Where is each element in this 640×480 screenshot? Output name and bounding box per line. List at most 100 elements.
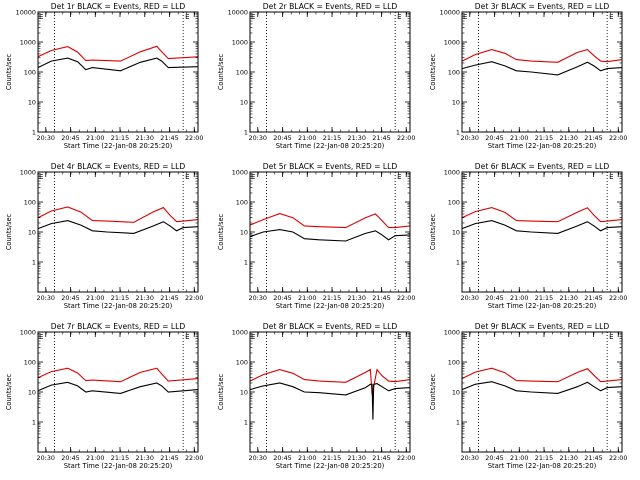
plot-title: Det 3r BLACK = Events, RED = LLD [475,2,610,11]
events-series-line [249,229,411,242]
x-tick-label: 21:30 [560,454,578,462]
y-tick-label: 10 [28,388,36,396]
marker-label: E [251,333,255,341]
y-tick-label: 1 [244,418,248,426]
x-tick-label: 20:45 [61,454,79,462]
x-axis-label: Start Time (22-Jan-08 20:25:20) [64,302,173,310]
y-tick-label: 1000 [20,328,36,336]
events-series-line [461,381,623,394]
lld-series-line [37,45,199,62]
y-tick-label: 100 [236,358,248,366]
x-tick-label: 21:30 [560,134,578,142]
marker-label: E [609,173,613,181]
x-axis-label: Start Time (22-Jan-08 20:25:20) [488,142,597,150]
x-tick-label: 21:00 [86,454,104,462]
plot-title: Det 4r BLACK = Events, RED = LLD [51,162,186,171]
plot-frame [249,331,411,453]
plot-panel-6: Det 6r BLACK = Events, RED = LLDEE100010… [429,162,627,310]
marker-label: E [397,13,401,21]
plot-title: Det 2r BLACK = Events, RED = LLD [263,2,398,11]
x-tick-label: 21:15 [535,294,553,302]
lld-series-line [249,368,411,396]
plot-panel-2: Det 2r BLACK = Events, RED = LLDEE100001… [217,2,415,150]
marker-label: E [251,13,255,21]
marker-label: E [39,333,43,341]
y-tick-label: 10000 [440,8,460,16]
y-tick-label: 10000 [16,8,36,16]
plot-frame [37,11,199,133]
x-tick-label: 20:30 [37,294,55,302]
y-tick-label: 1 [32,258,36,266]
x-tick-label: 20:45 [485,454,503,462]
y-tick-label: 100 [236,68,248,76]
y-tick-label: 1 [456,128,460,136]
y-tick-label: 100 [448,358,460,366]
x-tick-label: 20:30 [461,454,479,462]
marker-label: E [39,13,43,21]
y-tick-label: 1000 [444,168,460,176]
y-tick-label: 100 [24,198,36,206]
x-tick-label: 21:00 [298,134,316,142]
y-axis-label: Counts/sec [5,53,13,90]
plot-panel-3: Det 3r BLACK = Events, RED = LLDEE100001… [429,2,627,150]
plot-frame [37,171,199,293]
y-tick-label: 1 [244,128,248,136]
x-tick-label: 21:15 [111,294,129,302]
x-tick-label: 21:45 [584,454,602,462]
x-tick-label: 21:30 [560,294,578,302]
y-tick-label: 100 [24,68,36,76]
x-tick-label: 21:15 [323,134,341,142]
y-axis-label: Counts/sec [217,213,225,250]
x-tick-label: 21:00 [86,294,104,302]
y-tick-label: 10 [240,228,248,236]
y-tick-label: 1 [244,258,248,266]
x-tick-label: 21:45 [372,294,390,302]
events-series-line [37,220,199,234]
x-axis-label: Start Time (22-Jan-08 20:25:20) [276,302,385,310]
y-tick-label: 100 [448,68,460,76]
plot-panel-5: Det 5r BLACK = Events, RED = LLDEE100010… [217,162,415,310]
y-tick-label: 10 [28,98,36,106]
plot-frame [249,171,411,293]
y-axis-label: Counts/sec [217,53,225,90]
x-tick-label: 21:00 [510,294,528,302]
events-series-line [249,382,411,420]
events-series-line [37,381,199,394]
y-tick-label: 10 [452,98,460,106]
x-axis-label: Start Time (22-Jan-08 20:25:20) [64,462,173,470]
x-tick-label: 21:45 [160,134,178,142]
plot-panel-1: Det 1r BLACK = Events, RED = LLDEE100001… [5,2,203,150]
marker-label: E [397,333,401,341]
marker-label: E [39,173,43,181]
x-axis-label: Start Time (22-Jan-08 20:25:20) [488,302,597,310]
x-axis-label: Start Time (22-Jan-08 20:25:20) [64,142,173,150]
y-tick-label: 1000 [444,38,460,46]
y-tick-label: 10 [452,228,460,236]
x-tick-label: 22:00 [185,134,203,142]
x-tick-label: 22:00 [609,134,627,142]
x-tick-label: 22:00 [397,294,415,302]
x-tick-label: 22:00 [397,454,415,462]
x-tick-label: 21:30 [136,294,154,302]
plot-panel-9: Det 9r BLACK = Events, RED = LLDEE100010… [429,322,627,470]
x-tick-label: 20:30 [249,134,267,142]
marker-label: E [609,13,613,21]
x-tick-label: 20:30 [249,294,267,302]
x-tick-label: 20:45 [273,294,291,302]
y-tick-label: 1 [32,418,36,426]
y-axis-label: Counts/sec [429,53,437,90]
marker-label: E [251,173,255,181]
y-tick-label: 10 [240,98,248,106]
marker-label: E [185,13,189,21]
y-tick-label: 10 [28,228,36,236]
x-tick-label: 20:30 [249,454,267,462]
plot-title: Det 9r BLACK = Events, RED = LLD [475,322,610,331]
lld-series-line [37,206,199,223]
y-axis-label: Counts/sec [429,213,437,250]
y-tick-label: 10000 [228,8,248,16]
x-tick-label: 21:15 [323,454,341,462]
marker-label: E [463,13,467,21]
lld-series-line [37,367,199,383]
x-tick-label: 22:00 [185,294,203,302]
